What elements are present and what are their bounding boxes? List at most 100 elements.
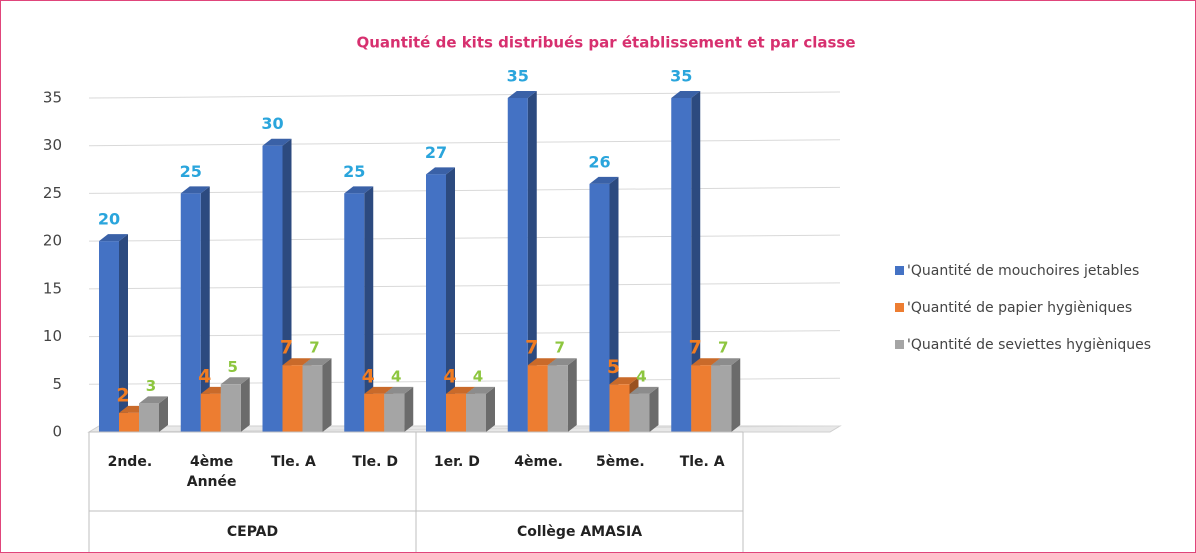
data-label: 4 (473, 367, 483, 385)
grid-line (88, 91, 841, 99)
bar-side (609, 176, 619, 432)
bar-front (282, 365, 303, 432)
bar-front (364, 393, 385, 432)
bar-side (486, 386, 495, 432)
data-label: 5 (228, 358, 238, 376)
legend-swatch (895, 340, 904, 349)
bar (220, 377, 250, 432)
data-label: 7 (689, 337, 702, 359)
x-tick-label: 4ème Année (186, 454, 237, 490)
legend-swatch (895, 266, 904, 275)
y-tick-label: 20 (43, 232, 62, 250)
x-tick-label: 1er. D (433, 454, 480, 470)
data-label: 25 (343, 162, 365, 181)
bar (671, 91, 701, 432)
grid-line (88, 330, 841, 338)
bar-front (180, 193, 201, 432)
data-label: 4 (391, 367, 401, 385)
x-tick-label: 4ème. (514, 454, 563, 470)
bar-side (119, 234, 128, 432)
grid-line (88, 234, 841, 242)
data-label: 4 (362, 365, 375, 387)
bar-front (527, 365, 548, 432)
bar-front (711, 365, 732, 432)
bar-top (671, 91, 701, 98)
grid-line (88, 282, 841, 290)
bar-top (691, 358, 721, 366)
data-label: 7 (309, 339, 319, 357)
bar-top (364, 386, 394, 394)
data-label: 2 (116, 384, 129, 406)
data-label: 20 (98, 210, 120, 229)
bar-front (446, 393, 466, 432)
bar-side (404, 386, 414, 432)
bar-side (527, 91, 537, 432)
bar-top (527, 358, 557, 366)
bar-front (344, 193, 365, 432)
bar-top (426, 167, 455, 175)
bar (99, 234, 128, 432)
legend-label: 'Quantité de seviettes hygièniques (907, 337, 1151, 353)
y-tick-label: 15 (43, 279, 62, 297)
y-tick-label: 0 (52, 423, 62, 441)
bar-front (547, 365, 568, 432)
bar-front (384, 393, 405, 432)
data-label: 25 (180, 162, 202, 181)
x-tick-label: 5ème. (596, 454, 645, 470)
bar-top (344, 186, 374, 194)
x-tick-label: Tle. A (679, 454, 725, 470)
bar-top (589, 176, 619, 184)
bar-side (691, 91, 701, 432)
bar-front (302, 365, 323, 432)
bar-front (200, 393, 221, 432)
bar (629, 386, 659, 432)
bar-side (282, 138, 292, 432)
bar-top (282, 358, 312, 366)
bar-side (649, 386, 659, 432)
bar (507, 91, 537, 432)
legend-swatch (895, 303, 904, 312)
grid-line (88, 186, 841, 194)
bar (466, 386, 495, 432)
bar (711, 358, 741, 432)
data-label: 5 (607, 356, 620, 378)
data-label: 4 (443, 365, 456, 387)
bar-top (384, 386, 414, 394)
bar-side (159, 396, 168, 432)
bar-top (180, 186, 210, 194)
bar-front (589, 183, 610, 432)
bar-side (364, 186, 374, 432)
data-label: 26 (588, 152, 610, 171)
bar-side (240, 377, 250, 432)
data-label: 7 (555, 339, 565, 357)
data-label: 7 (525, 337, 538, 359)
group-label: Collège AMASIA (517, 524, 642, 540)
data-label: 35 (507, 67, 529, 86)
bar-top (262, 138, 292, 146)
y-tick-label: 10 (43, 327, 62, 345)
bar-side (322, 358, 332, 432)
bar-front (99, 241, 119, 432)
data-label: 30 (261, 114, 283, 133)
y-tick-label: 5 (52, 375, 62, 393)
bar (262, 138, 292, 432)
data-label: 4 (198, 365, 211, 387)
bar-top (711, 358, 741, 366)
bar (139, 396, 168, 432)
x-tick-label: Tle. D (352, 454, 398, 470)
x-tick-label: Tle. A (270, 454, 316, 470)
bar-front (671, 98, 692, 432)
bar-top (220, 377, 250, 385)
bar-side (200, 186, 210, 432)
bar-side (446, 167, 455, 433)
bar (344, 186, 374, 432)
grid-line (88, 139, 841, 147)
bar-top (547, 358, 577, 366)
data-label: 27 (425, 143, 447, 162)
bar-top (302, 358, 332, 366)
y-tick-label: 30 (43, 136, 62, 154)
data-label: 35 (670, 67, 692, 86)
bar-front (139, 403, 159, 432)
